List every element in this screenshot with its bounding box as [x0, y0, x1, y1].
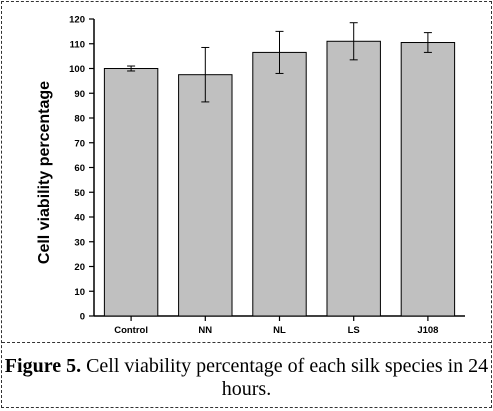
y-tick-label: 90	[74, 89, 85, 100]
y-axis-label: Cell viability percentage	[36, 81, 53, 264]
bar	[178, 74, 233, 317]
x-tick-label: Control	[114, 325, 148, 336]
y-tick-label: 120	[69, 15, 85, 26]
x-tick-label: NN	[198, 325, 212, 336]
y-tick-label: 10	[74, 287, 85, 298]
bar	[326, 40, 381, 317]
caption-label: Figure 5.	[4, 355, 82, 377]
caption-text: Cell viability percentage of each silk s…	[86, 355, 489, 400]
y-tick-label: 60	[74, 163, 85, 174]
y-tick-label: 50	[74, 188, 85, 199]
y-tick-label: 40	[74, 213, 85, 224]
x-tick-label: J108	[417, 325, 438, 336]
bar	[252, 51, 307, 317]
y-tick-label: 30	[74, 237, 85, 248]
y-tick-label: 70	[74, 138, 85, 149]
figure-caption: Figure 5. Cell viability percentage of e…	[2, 343, 491, 407]
y-tick-label: 110	[70, 39, 85, 50]
y-tick-label: 80	[74, 114, 85, 125]
x-tick-label: LS	[348, 325, 360, 336]
bar-chart: 0 10 20 30 40 50 60 70 80 90 100 110 120 Cell viabili…	[36, 15, 465, 336]
bar	[400, 42, 456, 317]
y-tick-label: 100	[69, 64, 85, 75]
chart-panel: 0 10 20 30 40 50 60 70 80 90 100 110 120 Cell viabili…	[2, 2, 491, 343]
x-tick-label: NL	[273, 325, 286, 336]
y-tick-label: 0	[80, 312, 85, 323]
bar	[103, 68, 159, 317]
y-tick-label: 20	[74, 262, 85, 273]
